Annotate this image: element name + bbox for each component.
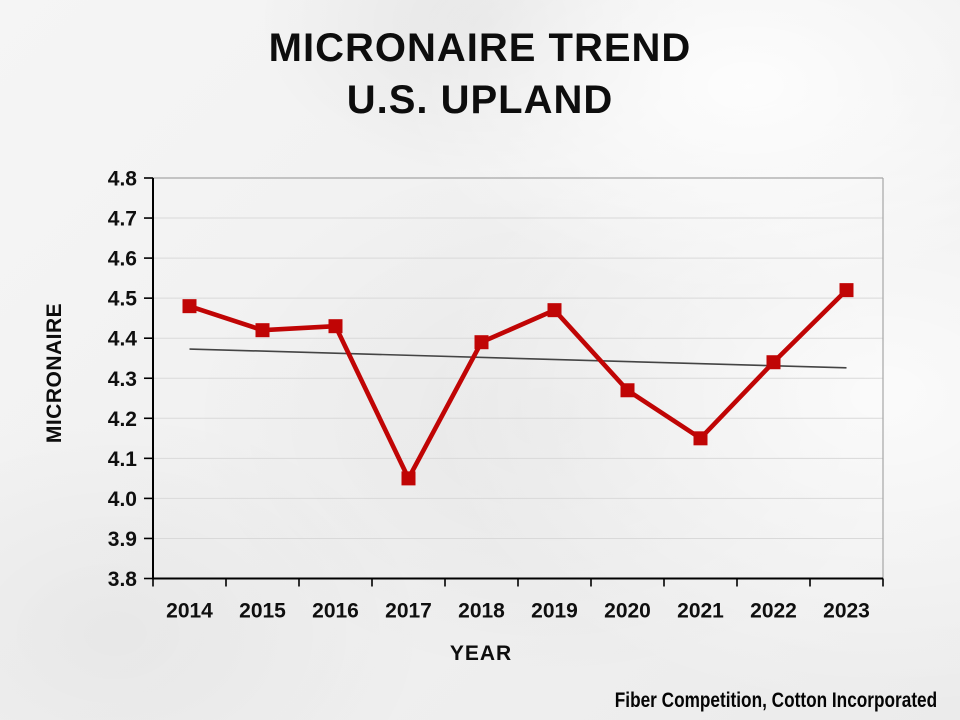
data-point-marker bbox=[620, 383, 635, 398]
chart-title-line2: U.S. UPLAND bbox=[346, 78, 614, 122]
y-tick-label: 3.9 bbox=[108, 528, 137, 551]
data-point-marker bbox=[474, 335, 489, 350]
data-point-marker bbox=[547, 303, 562, 318]
y-tick-label: 4.8 bbox=[108, 168, 138, 191]
y-tick-label: 4.0 bbox=[108, 488, 137, 511]
chart-title-line1: MICRONAIRE TREND bbox=[268, 26, 692, 70]
y-tick-label: 4.5 bbox=[108, 288, 138, 311]
y-tick-label: 4.1 bbox=[108, 448, 138, 471]
series-line bbox=[188, 288, 849, 484]
x-axis-title: YEAR bbox=[449, 642, 513, 665]
y-tick-label: 4.7 bbox=[108, 208, 137, 231]
trendline bbox=[189, 348, 847, 369]
data-point-marker bbox=[693, 431, 708, 446]
x-tick-label: 2021 bbox=[677, 600, 724, 623]
x-tick-label: 2023 bbox=[823, 600, 870, 623]
x-tick-label: 2018 bbox=[458, 600, 505, 623]
x-tick-label: 2020 bbox=[604, 600, 651, 623]
x-tick-label: 2015 bbox=[239, 600, 286, 623]
y-tick-label: 4.3 bbox=[108, 368, 137, 391]
chart-title: MICRONAIRE TREND U.S. UPLAND bbox=[0, 22, 960, 126]
data-point-marker bbox=[401, 471, 416, 486]
x-tick-label: 2019 bbox=[531, 600, 578, 623]
y-tick-label: 3.8 bbox=[108, 568, 138, 591]
data-point-marker bbox=[839, 283, 854, 298]
data-point-marker bbox=[182, 299, 197, 314]
data-point-marker bbox=[328, 319, 343, 334]
y-tick-label: 4.6 bbox=[108, 248, 137, 271]
data-point-marker bbox=[766, 355, 781, 370]
source-credit: Fiber Competition, Cotton Incorporated bbox=[614, 689, 937, 712]
x-tick-label: 2014 bbox=[166, 600, 213, 623]
y-tick-label: 4.2 bbox=[108, 408, 137, 431]
x-tick-label: 2022 bbox=[750, 600, 797, 623]
data-point-marker bbox=[255, 323, 270, 338]
y-tick-label: 4.4 bbox=[108, 328, 138, 351]
x-tick-label: 2016 bbox=[312, 600, 359, 623]
x-tick-label: 2017 bbox=[385, 600, 432, 623]
